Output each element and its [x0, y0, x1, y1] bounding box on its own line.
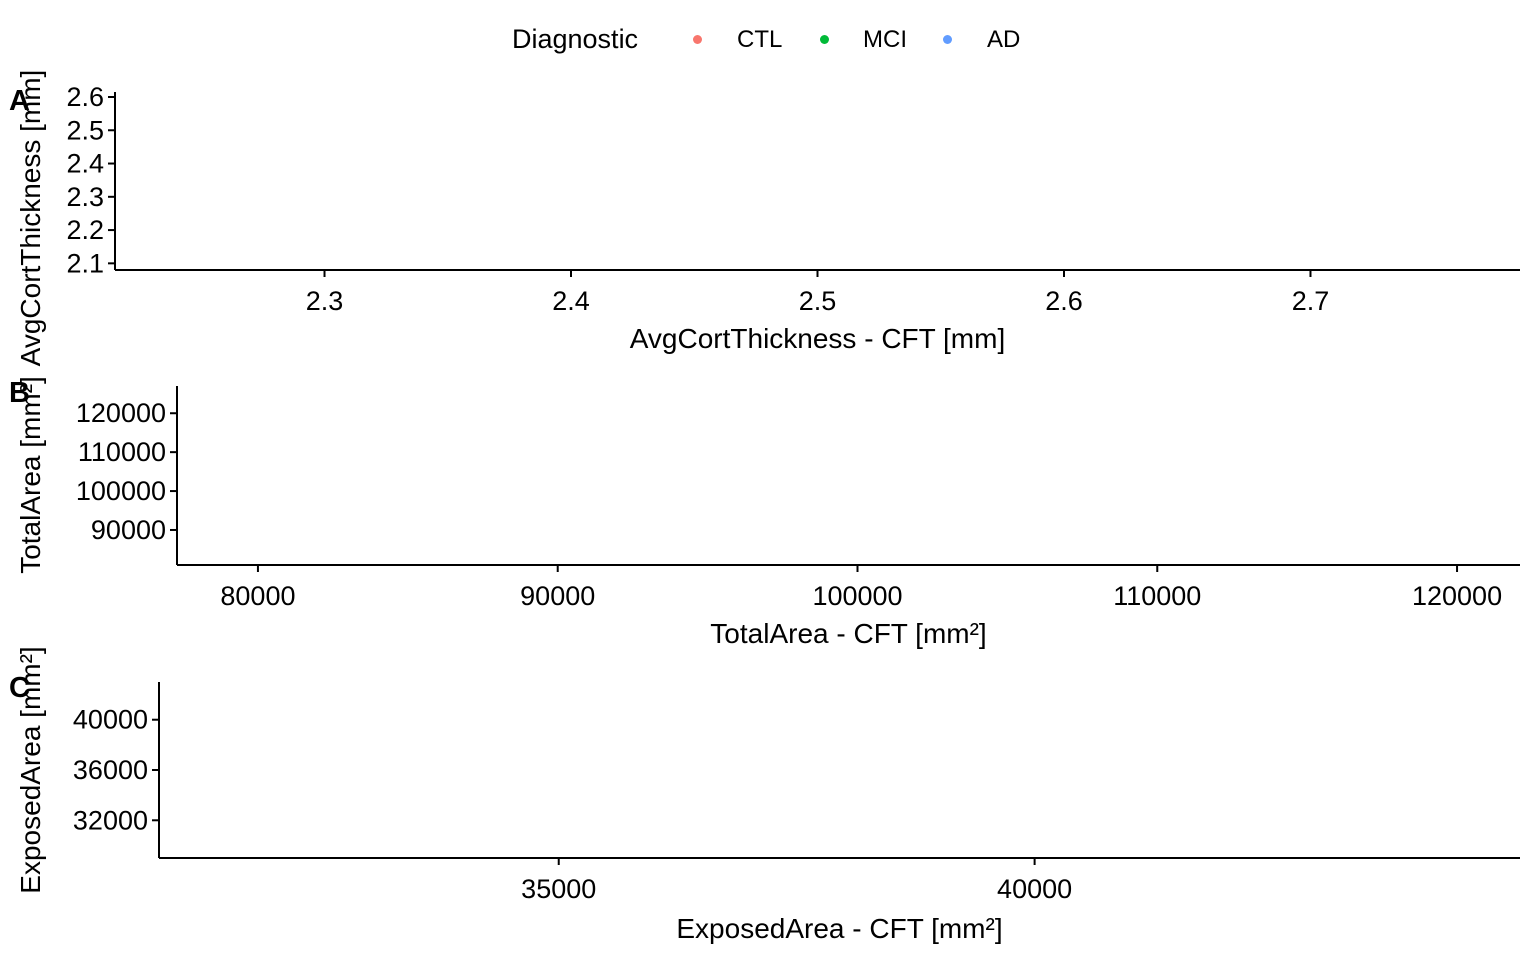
- panel-b-x-label: TotalArea - CFT [mm²]: [710, 618, 986, 649]
- panel-c-y-tick-label: 32000: [73, 805, 148, 835]
- panel-a-x-tick-label: 2.5: [799, 286, 837, 316]
- panel-b-y-label: TotalArea [mm²]: [15, 376, 46, 574]
- panel-a-y-tick-label: 2.1: [66, 248, 104, 278]
- legend-label-mci: MCI: [863, 26, 907, 53]
- panel-b-x-tick-label: 110000: [1113, 581, 1201, 611]
- panel-c-tag: C: [9, 672, 30, 704]
- panel-a-x-tick-label: 2.7: [1292, 286, 1330, 316]
- legend-label-ctl: CTL: [737, 26, 783, 53]
- panel-a-y-tick-label: 2.5: [66, 115, 104, 145]
- panel-a-y-tick-label: 2.2: [66, 215, 104, 245]
- legend-dot-ad: [943, 35, 952, 44]
- panel-b-x-tick-label: 90000: [520, 581, 595, 611]
- panel-b-y-tick-label: 120000: [76, 398, 166, 428]
- panel-b-y-tick-label: 110000: [78, 437, 166, 467]
- panel-b-x-tick-label: 120000: [1412, 581, 1502, 611]
- panel-b-x-tick-label: 100000: [812, 581, 902, 611]
- panel-c-x-label: ExposedArea - CFT [mm²]: [676, 913, 1002, 944]
- legend-dot-ctl: [693, 35, 702, 44]
- panel-c-x-tick-label: 40000: [997, 874, 1072, 904]
- panel-c-y-tick-label: 36000: [73, 755, 148, 785]
- panel-c-y-label: ExposedArea [mm²]: [15, 646, 46, 893]
- panel-a-y-tick-label: 2.3: [66, 182, 104, 212]
- panel-a-x-tick-label: 2.4: [552, 286, 590, 316]
- panel-b-x-tick-label: 80000: [220, 581, 295, 611]
- panel-a-y-tick-label: 2.6: [66, 82, 104, 112]
- legend: Diagnostic CTL MCI AD: [0, 0, 1536, 80]
- legend-title: Diagnostic: [512, 24, 639, 54]
- panel-a-y-tick-label: 2.4: [66, 149, 104, 179]
- panel-b-y-tick-label: 100000: [76, 476, 166, 506]
- panel-c-x-tick-label: 35000: [521, 874, 596, 904]
- panel-a-tag: A: [9, 85, 30, 117]
- panel-a-x-tick-label: 2.3: [306, 286, 344, 316]
- panel-a-x-tick-label: 2.6: [1045, 286, 1083, 316]
- panel-c-y-tick-label: 40000: [73, 705, 148, 735]
- legend-label-ad: AD: [987, 26, 1021, 53]
- panel-b-y-tick-label: 90000: [91, 515, 166, 545]
- legend-dot-mci: [820, 35, 829, 44]
- panel-a-x-label: AvgCortThickness - CFT [mm]: [630, 323, 1005, 354]
- panel-a-y-label: AvgCortThickness [mm]: [15, 70, 46, 367]
- panel-b-tag: B: [9, 377, 30, 409]
